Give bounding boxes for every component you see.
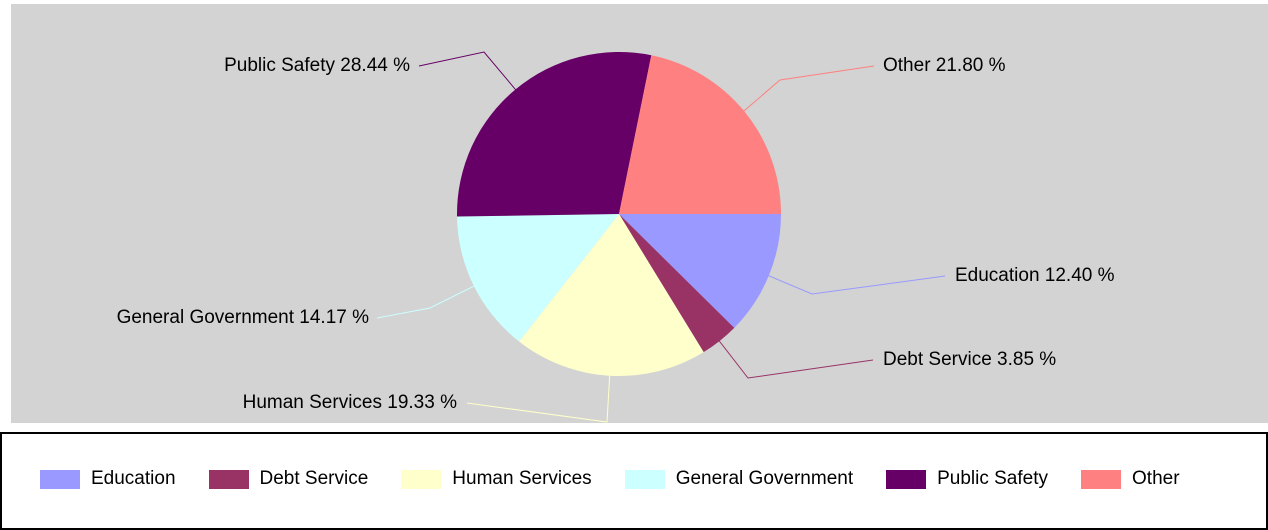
- pie-slice-human-services: [519, 214, 704, 377]
- slice-label-education: Education 12.40 %: [955, 265, 1115, 286]
- legend-item-education: Education: [40, 468, 176, 490]
- legend-swatch: [40, 469, 80, 489]
- pie-slices: [457, 52, 781, 377]
- legend-label: Public Safety: [937, 468, 1049, 489]
- slice-labels: Education 12.40 % Debt Service 3.85 % Huma…: [117, 55, 1115, 413]
- legend-label: Other: [1132, 468, 1180, 489]
- pie-slice-general-government: [457, 214, 619, 342]
- pie-slice-debt-service: [619, 214, 735, 353]
- leader-line-human-services: [466, 345, 612, 423]
- legend-item-debt-service: Debt Service: [208, 468, 369, 490]
- leader-line-education: [740, 263, 946, 295]
- pie-slice-public-safety: [457, 52, 652, 217]
- leader-line-general-government: [376, 272, 502, 319]
- legend-item-human-services: Human Services: [401, 468, 592, 490]
- legend-label: General Government: [675, 468, 854, 489]
- legend-item-other: Other: [1081, 468, 1180, 490]
- pie-slice-other: [619, 55, 781, 215]
- legend-item-general-government: General Government: [624, 468, 854, 490]
- legend-swatch: [624, 469, 665, 489]
- legend-items: Education Debt Service Human Services Gener…: [40, 468, 1213, 490]
- legend-swatch: [401, 469, 442, 489]
- leader-line-debt-service: [700, 317, 874, 379]
- slice-label-human-services: Human Services 19.33 %: [243, 392, 457, 413]
- leader-line-public-safety: [418, 51, 536, 113]
- pie-slice-education: [619, 214, 781, 328]
- slice-label-public-safety: Public Safety 28.44 %: [224, 55, 410, 76]
- leader-line-other: [720, 65, 875, 131]
- legend-swatch: [208, 469, 249, 489]
- leader-lines: [376, 51, 946, 423]
- legend: Education Debt Service Human Services Gener…: [0, 432, 1268, 530]
- legend-label: Debt Service: [259, 468, 369, 489]
- legend-item-public-safety: Public Safety: [886, 468, 1048, 490]
- legend-label: Human Services: [452, 468, 592, 489]
- legend-label: Education: [91, 468, 176, 489]
- slice-label-other: Other 21.80 %: [883, 55, 1006, 76]
- legend-swatch: [886, 469, 927, 489]
- slice-label-general-government: General Government 14.17 %: [117, 307, 370, 328]
- slice-label-debt-service: Debt Service 3.85 %: [883, 349, 1056, 370]
- legend-swatch: [1081, 469, 1122, 489]
